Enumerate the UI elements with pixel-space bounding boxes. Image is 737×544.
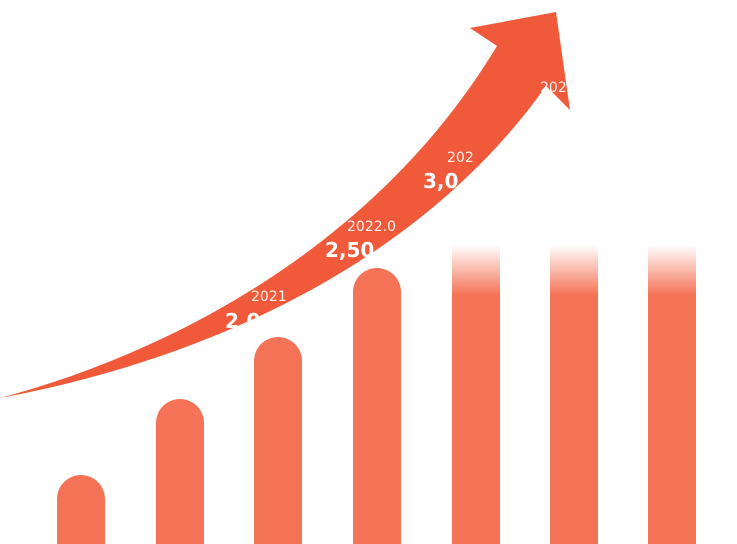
date-label: 202 — [447, 150, 474, 166]
date-label: 2021 — [251, 289, 287, 305]
growth-arrow — [0, 12, 570, 398]
bar-fade — [452, 245, 500, 295]
arrow-labels: 2021 2,0 2022.0 2,50 202 3,0 202 — [225, 80, 567, 333]
bar — [57, 475, 105, 544]
bar — [156, 399, 204, 544]
amount-label: 2,0 — [225, 309, 260, 333]
bar — [254, 337, 302, 544]
bar — [452, 294, 500, 544]
bar — [550, 294, 598, 544]
amount-label: 2,50 — [325, 238, 374, 262]
bar — [353, 268, 401, 544]
bars — [57, 245, 696, 544]
bar-fade — [648, 245, 696, 295]
bar — [648, 294, 696, 544]
amount-label: 3,0 — [423, 169, 458, 193]
bar-fade — [550, 245, 598, 295]
date-label: 202 — [540, 80, 567, 96]
date-label: 2022.0 — [347, 219, 396, 235]
